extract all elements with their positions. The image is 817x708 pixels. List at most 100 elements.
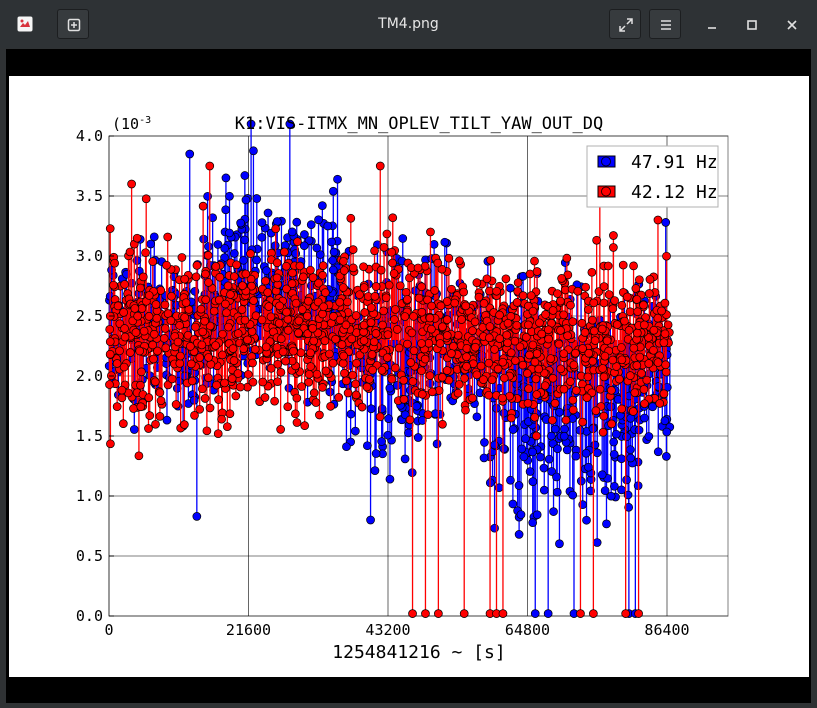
data-point [318, 270, 327, 280]
data-point [318, 309, 327, 319]
data-point [136, 380, 145, 390]
data-point [323, 221, 333, 231]
data-point [112, 402, 122, 411]
x-tick-label: 0 [104, 621, 113, 639]
title-bar[interactable]: TM4.png [0, 0, 817, 48]
data-point [250, 345, 260, 354]
data-point [606, 402, 616, 412]
data-point [355, 350, 365, 360]
close-button[interactable] [785, 17, 799, 31]
data-point [559, 310, 569, 320]
data-point [461, 405, 470, 415]
data-point [519, 452, 529, 462]
data-point [639, 320, 649, 330]
data-point [215, 272, 225, 282]
data-point [383, 330, 393, 340]
data-point [236, 218, 245, 228]
data-point [499, 373, 509, 383]
data-point [308, 273, 318, 282]
data-point [501, 274, 511, 284]
data-point [319, 302, 328, 312]
data-point [661, 218, 671, 227]
data-point [403, 295, 412, 304]
data-point [459, 609, 469, 618]
data-point [525, 350, 534, 360]
data-point [620, 316, 629, 326]
data-point [105, 349, 115, 359]
data-point [171, 400, 181, 409]
data-point [584, 348, 594, 358]
data-point [390, 363, 400, 373]
data-point [163, 380, 173, 390]
data-point [321, 366, 331, 376]
data-point [437, 264, 447, 274]
data-point [191, 322, 200, 332]
minimize-button[interactable] [705, 17, 719, 31]
data-point [226, 290, 235, 299]
data-point [338, 359, 348, 368]
data-point [240, 171, 250, 180]
data-point [163, 232, 173, 242]
data-point [607, 419, 616, 429]
data-point [532, 510, 542, 520]
data-point [270, 396, 279, 406]
data-point [661, 360, 670, 370]
data-point [510, 336, 520, 346]
y-tick-label: 2.0 [76, 367, 103, 385]
data-point [399, 395, 409, 404]
data-point [599, 282, 609, 291]
data-point [617, 404, 627, 414]
data-point [503, 338, 512, 348]
new-tab-button[interactable] [57, 9, 89, 39]
data-point [229, 249, 239, 258]
data-point [261, 276, 270, 286]
data-point [532, 431, 541, 441]
data-point [180, 274, 190, 284]
data-point [233, 329, 243, 338]
data-point [203, 250, 213, 260]
data-point [205, 161, 215, 171]
data-point [233, 369, 243, 378]
data-point [472, 412, 482, 422]
y-tick-label: 0.5 [76, 547, 103, 565]
data-point [198, 327, 208, 337]
data-point [528, 306, 538, 316]
data-point [472, 278, 482, 287]
data-point [186, 342, 195, 351]
data-point [146, 239, 156, 249]
y-tick-label: 1.0 [76, 487, 103, 505]
data-point [161, 343, 171, 353]
data-point [611, 429, 621, 439]
data-point [429, 239, 439, 249]
data-point [162, 260, 171, 270]
data-point [162, 415, 172, 425]
data-point [523, 320, 533, 330]
data-point [294, 316, 304, 326]
data-point [660, 329, 670, 339]
data-point [624, 325, 634, 335]
data-point [213, 240, 223, 249]
data-point [600, 351, 610, 361]
data-point [609, 243, 618, 252]
data-point [649, 325, 659, 335]
data-point [248, 358, 257, 368]
data-point [447, 284, 456, 294]
data-point [453, 388, 463, 398]
data-point [498, 609, 508, 618]
data-point [351, 426, 360, 436]
fullscreen-button[interactable] [609, 9, 641, 39]
data-point [513, 278, 523, 288]
data-point [192, 261, 202, 270]
data-point [127, 179, 136, 189]
data-point [662, 251, 671, 261]
menu-icon [661, 20, 671, 30]
data-point [131, 328, 141, 337]
maximize-button[interactable] [745, 17, 759, 31]
data-point [328, 265, 338, 275]
data-point [198, 384, 207, 394]
data-point [540, 381, 550, 391]
menu-button[interactable] [649, 9, 681, 39]
y-tick-label: 1.5 [76, 427, 103, 445]
data-point [516, 510, 526, 519]
